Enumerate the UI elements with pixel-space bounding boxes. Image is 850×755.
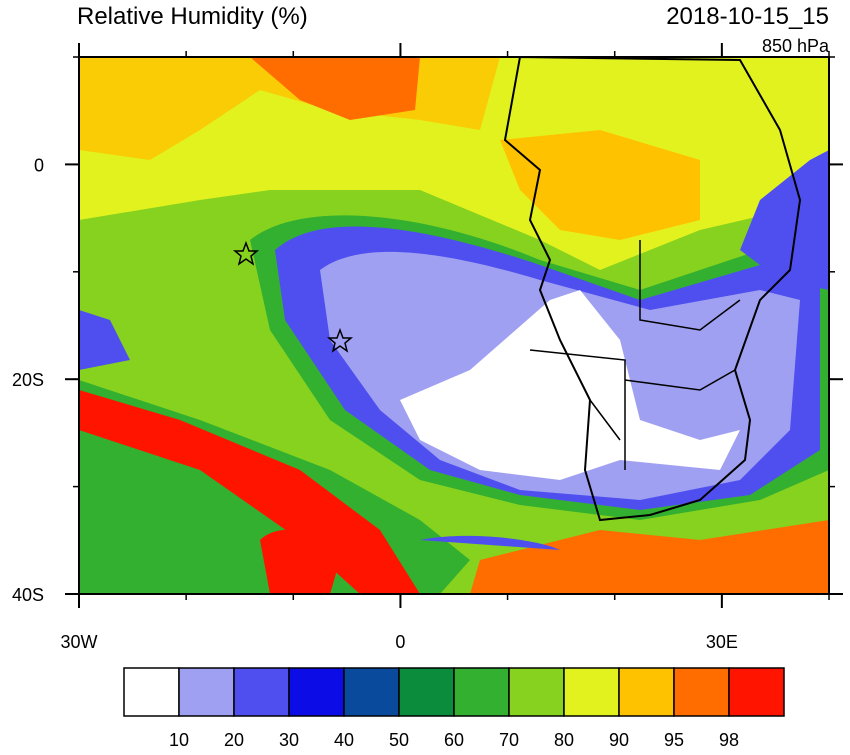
colorbar-box [178,667,235,717]
colorbar-box [563,667,620,717]
colorbar-box [398,667,455,717]
field-blue-east [740,150,829,290]
colorbar-box [233,667,290,717]
colorbar-box [508,667,565,717]
colorbar-label: 40 [334,730,354,750]
lat-tick-label: 0 [34,155,44,175]
field-blue-south [420,535,560,550]
colorbar-box [728,667,785,717]
field-dry-core [400,290,740,480]
valid-time: 2018-10-15_15 [666,3,829,30]
colorbar-box [453,667,510,717]
colorbar-box [343,667,400,717]
colorbar-label: 98 [719,730,739,750]
colorbar-label: 70 [499,730,519,750]
colorbar-box [123,667,180,717]
colorbar-box [288,667,345,717]
field-land-orange [500,130,700,240]
level: 850 hPa [762,36,830,56]
colorbar-label: 20 [224,730,244,750]
lon-tick-label: 30E [706,632,738,652]
title: Relative Humidity (%) [77,3,308,30]
colorbar-label: 95 [664,730,684,750]
station-stars [232,240,354,353]
field-red-north [250,57,420,120]
colorbar-label: 80 [554,730,574,750]
borders [529,240,741,470]
coastline [503,57,802,522]
colorbar-box [618,667,675,717]
colorbar-label: 90 [609,730,629,750]
colorbar: 10 20 30 40 50 60 70 80 90 95 98 [123,667,785,750]
colorbar-label: 30 [279,730,299,750]
lat-tick-label: 40S [12,585,44,605]
axes: 30W 0 30E 0 20S 40S [12,43,843,652]
field-south [470,520,829,594]
lon-tick-label: 0 [395,632,405,652]
colorbar-label: 60 [444,730,464,750]
colorbar-label: 10 [169,730,189,750]
map-field [79,57,829,594]
lat-tick-label: 20S [12,370,44,390]
field-blue-west [79,310,130,370]
field-red-swirl [260,529,340,594]
colorbar-box [673,667,730,717]
field-red-band [79,390,420,594]
colorbar-label: 50 [389,730,409,750]
lon-tick-label: 30W [60,632,97,652]
map-frame [78,56,830,595]
